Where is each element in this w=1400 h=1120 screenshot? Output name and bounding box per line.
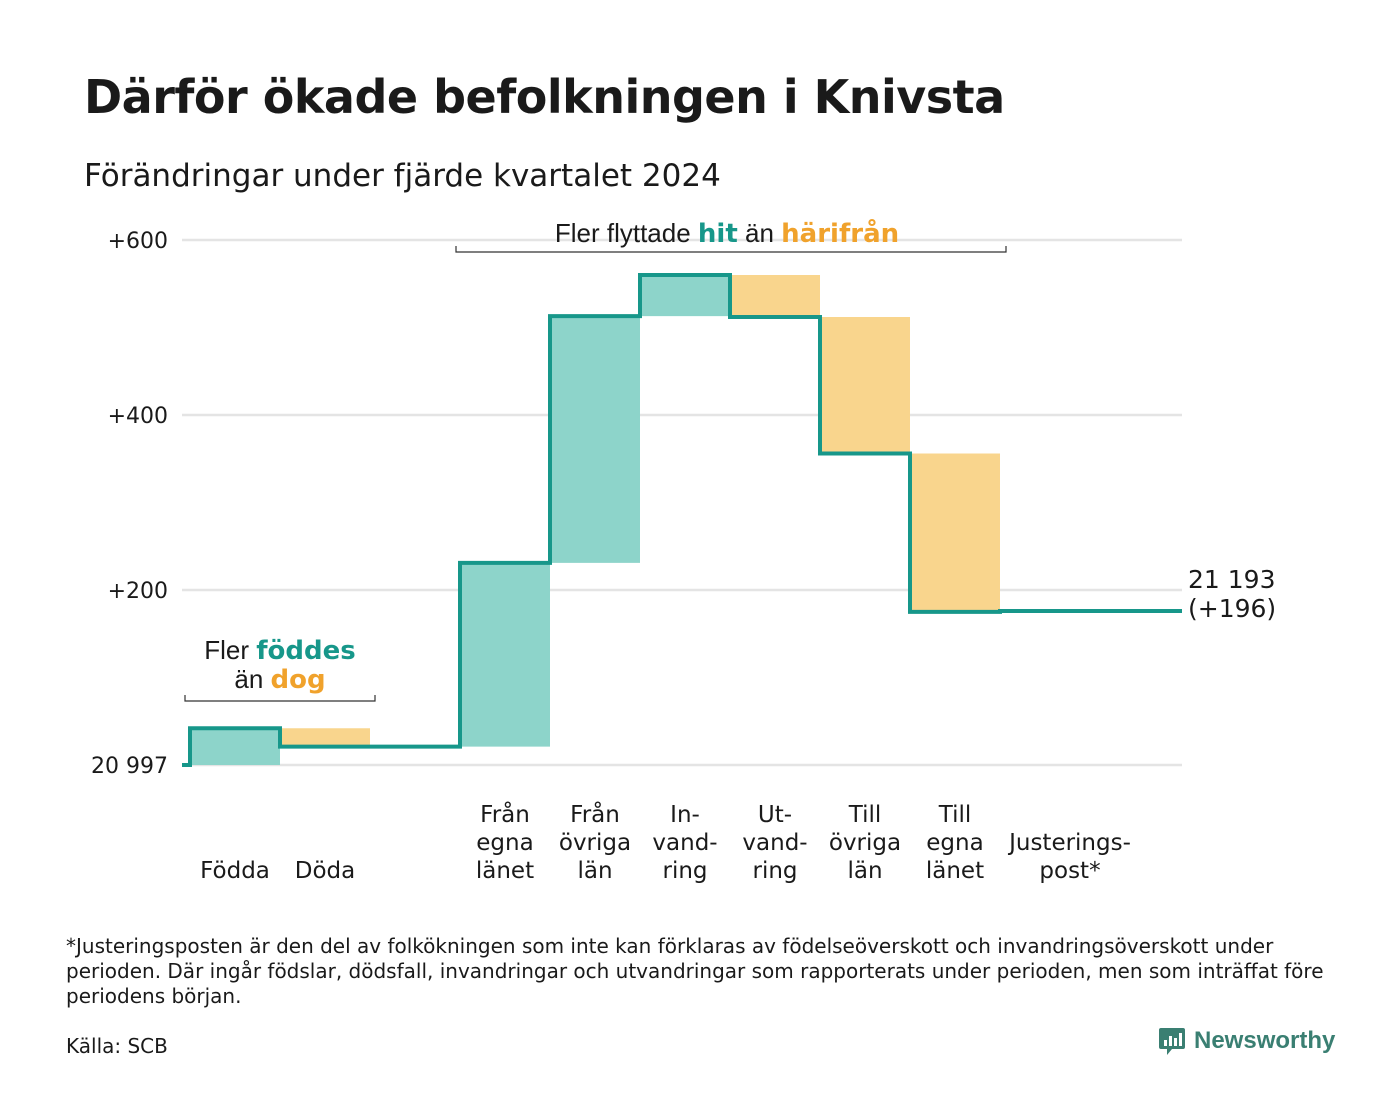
chart-title: Därför ökade befolkningen i Knivsta bbox=[84, 70, 1005, 124]
grid-lines bbox=[182, 238, 1182, 767]
chart-subtitle: Förändringar under fjärde kvartalet 2024 bbox=[84, 158, 721, 194]
category-label: Från bbox=[570, 800, 620, 828]
category-label: övriga bbox=[829, 830, 901, 856]
category-label: egna bbox=[926, 830, 983, 856]
category-label: In- bbox=[670, 802, 700, 828]
annotation-bracket bbox=[455, 246, 1007, 253]
end-change-label: (+196) bbox=[1188, 594, 1276, 623]
category-label: Födda bbox=[200, 858, 270, 884]
brand-name: Newsworthy bbox=[1194, 1027, 1336, 1054]
waterfall-bar bbox=[820, 317, 910, 454]
y-tick-label: +600 bbox=[108, 229, 168, 254]
category-label: Justerings- bbox=[1007, 830, 1131, 856]
annotation-births: Fler föddes bbox=[204, 635, 356, 666]
category-label: Till bbox=[938, 802, 972, 828]
bars bbox=[190, 275, 1000, 765]
waterfall-bar bbox=[460, 562, 550, 747]
start-value-label: 20 997 bbox=[91, 754, 168, 779]
category-label: Ut- bbox=[758, 802, 792, 828]
step-line-group bbox=[182, 273, 1182, 767]
category-label: Döda bbox=[295, 858, 355, 884]
waterfall-bar bbox=[550, 316, 640, 563]
category-label: ring bbox=[662, 858, 707, 884]
waterfall-bar bbox=[280, 728, 370, 747]
annotation-bracket bbox=[184, 695, 376, 702]
category-label: vand- bbox=[742, 830, 807, 856]
annotation-migration: Fler flyttade hit än härifrån bbox=[555, 217, 899, 249]
end-value-label: 21 193 bbox=[1188, 565, 1275, 594]
category-label: län bbox=[847, 858, 882, 884]
annotation-segment: föddes bbox=[256, 636, 356, 666]
waterfall-bar bbox=[640, 275, 730, 317]
category-label: länet bbox=[926, 858, 984, 884]
category-label: post* bbox=[1039, 858, 1100, 884]
category-label: Till bbox=[848, 802, 882, 828]
waterfall-bar bbox=[730, 275, 820, 317]
category-label: egna bbox=[476, 830, 533, 856]
annotation-births-line2: än dog bbox=[234, 664, 325, 695]
newsworthy-logo-icon bbox=[1159, 1028, 1185, 1055]
category-label: övriga bbox=[559, 830, 631, 856]
category-label: vand- bbox=[652, 830, 717, 856]
annotation-segment: än bbox=[234, 664, 270, 694]
footnote: *Justeringsposten är den del av folkökni… bbox=[66, 934, 1324, 1008]
annotation-segment: hit bbox=[698, 219, 738, 249]
y-tick-label: +400 bbox=[108, 404, 168, 429]
source-note: Källa: SCB bbox=[66, 1034, 168, 1058]
category-label: län bbox=[577, 858, 612, 884]
annotation-segment: Fler flyttade bbox=[555, 218, 698, 248]
y-tick-label: +200 bbox=[108, 579, 168, 604]
annotation-segment: än bbox=[738, 218, 781, 248]
waterfall-bar bbox=[190, 728, 280, 765]
category-label: länet bbox=[476, 858, 534, 884]
category-label: Från bbox=[480, 800, 530, 828]
waterfall-bar bbox=[910, 453, 1000, 612]
annotation-segment: dog bbox=[271, 665, 326, 695]
step-line bbox=[182, 273, 1182, 767]
annotation-segment: härifrån bbox=[781, 217, 899, 249]
annotation-segment: Fler bbox=[204, 635, 256, 665]
brand-logo: Newsworthy bbox=[1158, 1026, 1335, 1056]
category-label: ring bbox=[752, 858, 797, 884]
